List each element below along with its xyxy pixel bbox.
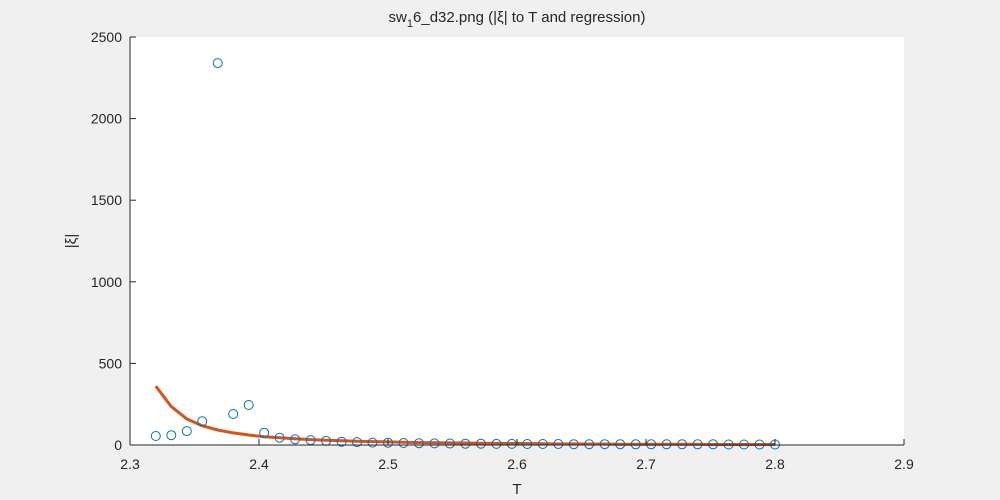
data-point [383, 437, 393, 448]
data-point [444, 438, 455, 449]
data-point [228, 409, 239, 419]
data-point [429, 438, 440, 449]
data-point [537, 439, 548, 449]
data-point [708, 439, 719, 450]
data-point [197, 416, 208, 427]
y-tick-label: 2000 [91, 111, 122, 127]
x-tick-label: 2.4 [249, 456, 269, 472]
regression-line [154, 385, 775, 446]
y-tick-label: 0 [114, 437, 122, 453]
x-axis-label: T [512, 481, 521, 498]
x-tick-label: 2.8 [765, 456, 785, 472]
plot-area [130, 37, 904, 445]
data-point [336, 436, 347, 447]
y-axis-label: |ξ| [63, 234, 80, 249]
data-point [367, 437, 378, 448]
data-point [506, 438, 517, 449]
data-point [290, 434, 301, 445]
data-point [491, 438, 502, 449]
data-point [692, 439, 703, 450]
data-point [398, 438, 409, 448]
chart-marks [150, 58, 780, 450]
x-tick-label: 2.5 [378, 456, 398, 472]
data-point [661, 439, 672, 450]
data-point [568, 439, 579, 450]
y-tick-label: 1500 [91, 192, 122, 208]
x-tick-label: 2.6 [507, 456, 527, 472]
data-point [243, 400, 254, 410]
title-subscript: 1 [407, 18, 413, 30]
x-tick-label: 2.7 [636, 456, 656, 472]
data-point [475, 438, 486, 449]
data-point [212, 58, 223, 69]
data-point [646, 439, 657, 450]
chart-axes: 2.3 2.4 2.5 2.6 2.7 2.8 2.9 0 500 1000 1500 2000 250… [91, 29, 914, 472]
data-point [584, 439, 595, 450]
data-point [630, 439, 641, 450]
y-tick-label: 2500 [91, 29, 122, 45]
data-point [259, 427, 270, 438]
y-tick-label: 500 [99, 355, 123, 371]
data-point [553, 439, 564, 449]
data-point [522, 439, 533, 449]
data-point [599, 439, 610, 450]
x-tick-label: 2.3 [120, 456, 140, 472]
data-point [181, 426, 192, 437]
x-tick-label: 2.9 [894, 456, 914, 472]
data-point [166, 430, 177, 441]
data-point [677, 439, 688, 450]
data-point [150, 431, 161, 441]
data-point [615, 439, 626, 450]
data-point [352, 437, 362, 448]
data-point [274, 432, 285, 443]
chart-title: sw16_d32.png (|ξ| to T and regression) [389, 9, 646, 30]
data-point [414, 438, 424, 449]
data-point [460, 438, 471, 449]
y-tick-label: 1000 [91, 274, 122, 290]
